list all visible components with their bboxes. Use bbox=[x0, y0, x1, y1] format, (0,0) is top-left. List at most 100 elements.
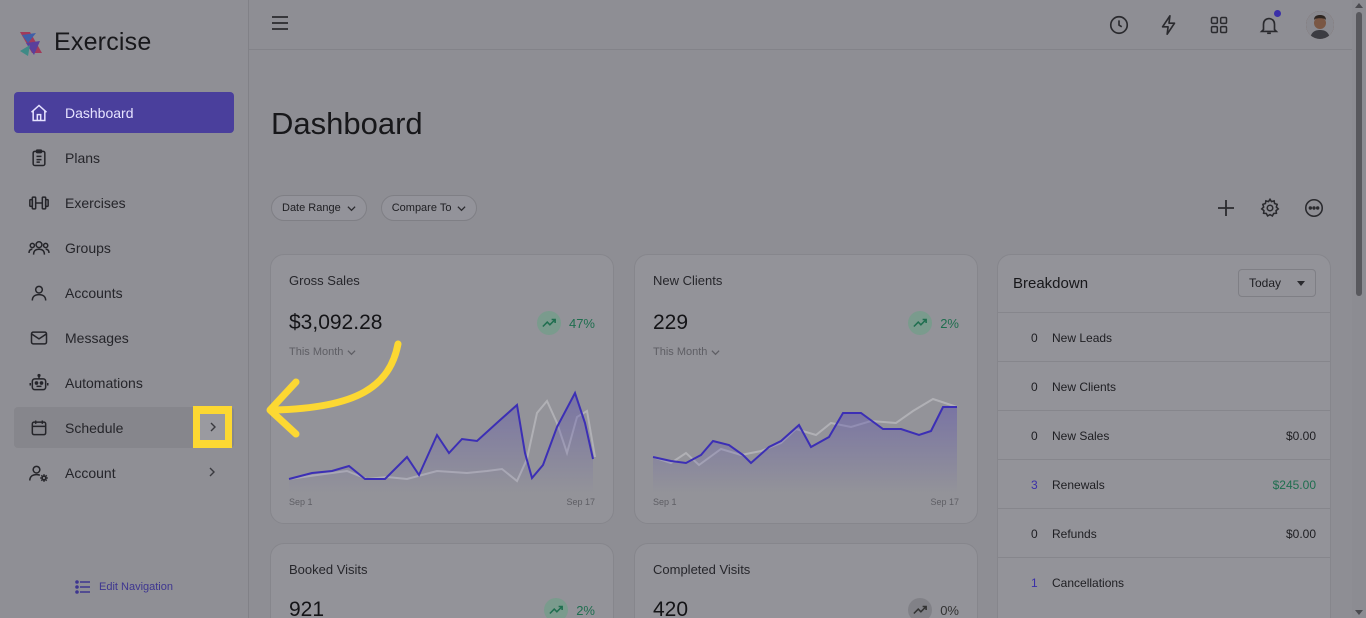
chevron-right-icon[interactable] bbox=[204, 464, 220, 480]
notifications-button[interactable] bbox=[1256, 10, 1282, 38]
sidebar-item-plans[interactable]: Plans bbox=[14, 137, 234, 178]
sidebar-item-groups[interactable]: Groups bbox=[14, 227, 234, 268]
sidebar-item-accounts[interactable]: Accounts bbox=[14, 272, 234, 313]
user-icon bbox=[28, 282, 50, 304]
breakdown-count: 0 bbox=[1031, 331, 1038, 345]
breakdown-row-refunds[interactable]: 0 Refunds $0.00 bbox=[998, 508, 1330, 557]
breakdown-row-cancellations[interactable]: 1 Cancellations bbox=[998, 557, 1330, 606]
gross-sales-card[interactable]: Gross Sales $3,092.28 47% This Month Sep… bbox=[270, 254, 614, 524]
sidebar-item-exercises[interactable]: Exercises bbox=[14, 182, 234, 223]
period-select[interactable]: This Month bbox=[289, 346, 356, 358]
bell-icon bbox=[1259, 17, 1279, 35]
breakdown-period-value: Today bbox=[1249, 276, 1282, 290]
sidebar-item-label: Schedule bbox=[65, 419, 124, 436]
clipboard-icon bbox=[28, 147, 50, 169]
compare-to-filter[interactable]: Compare To bbox=[380, 195, 478, 221]
breakdown-label: Refunds bbox=[1052, 527, 1097, 541]
trend-up-icon bbox=[908, 598, 933, 618]
trend-up-icon bbox=[536, 311, 561, 335]
user-gear-icon bbox=[28, 462, 50, 484]
sidebar-item-label: Automations bbox=[65, 374, 143, 391]
breakdown-amount: $245.00 bbox=[1272, 478, 1316, 492]
breakdown-count: 0 bbox=[1031, 380, 1038, 394]
scroll-up-icon[interactable] bbox=[1355, 3, 1363, 8]
card-title: Completed Visits bbox=[653, 562, 751, 577]
trend-indicator: 0% bbox=[908, 598, 959, 618]
filter-label: Date Range bbox=[282, 202, 341, 214]
card-title: Gross Sales bbox=[289, 273, 360, 288]
mail-icon bbox=[28, 327, 50, 349]
series-line bbox=[652, 406, 957, 465]
period-select[interactable]: This Month bbox=[653, 346, 720, 358]
completed-visits-card[interactable]: Completed Visits 420 0% bbox=[634, 543, 978, 618]
trend-indicator: 47% bbox=[536, 311, 595, 335]
trend-value: 47% bbox=[568, 315, 595, 331]
scroll-thumb[interactable] bbox=[1356, 12, 1362, 296]
brand-name: Exercise bbox=[54, 28, 152, 56]
dumbbell-icon bbox=[28, 192, 50, 214]
axis-end-label: Sep 17 bbox=[566, 497, 595, 507]
breakdown-row-new-leads[interactable]: 0 New Leads bbox=[998, 312, 1330, 361]
breakdown-title: Breakdown bbox=[1013, 275, 1089, 292]
plus-icon bbox=[1218, 200, 1234, 216]
period-label: This Month bbox=[653, 346, 708, 358]
lightning-icon bbox=[1161, 15, 1176, 35]
avatar[interactable] bbox=[1306, 11, 1334, 39]
area-fill bbox=[653, 407, 957, 493]
trend-value: 2% bbox=[940, 315, 959, 331]
breakdown-period-select[interactable]: Today bbox=[1238, 269, 1316, 297]
chevron-right-icon bbox=[210, 422, 216, 432]
trend-value: 2% bbox=[576, 602, 595, 618]
brand[interactable]: Exercise bbox=[18, 28, 151, 57]
sidebar-item-account[interactable]: Account bbox=[14, 452, 234, 493]
scroll-down-icon[interactable] bbox=[1355, 610, 1363, 615]
menu-toggle-button[interactable] bbox=[271, 15, 291, 35]
apps-button[interactable] bbox=[1206, 12, 1232, 38]
edit-navigation-link[interactable]: Edit Navigation bbox=[75, 580, 173, 594]
dashboard-settings-button[interactable] bbox=[1258, 196, 1282, 220]
breakdown-count: 1 bbox=[1031, 576, 1038, 590]
history-button[interactable] bbox=[1106, 12, 1132, 38]
users-icon bbox=[28, 237, 50, 259]
more-options-button[interactable] bbox=[1302, 196, 1326, 220]
booked-visits-card[interactable]: Booked Visits 921 2% bbox=[270, 543, 614, 618]
sidebar-item-dashboard[interactable]: Dashboard bbox=[14, 92, 234, 133]
breakdown-row-new-clients[interactable]: 0 New Clients bbox=[998, 361, 1330, 410]
new-clients-sparkline bbox=[652, 397, 958, 493]
quick-actions-button[interactable] bbox=[1156, 12, 1182, 38]
filter-bar: Date Range Compare To bbox=[271, 195, 478, 221]
sidebar-item-messages[interactable]: Messages bbox=[14, 317, 234, 358]
date-range-filter[interactable]: Date Range bbox=[271, 195, 367, 221]
sidebar-item-label: Groups bbox=[65, 239, 111, 256]
breakdown-count: 0 bbox=[1031, 527, 1038, 541]
card-title: Booked Visits bbox=[289, 562, 368, 577]
more-icon bbox=[1304, 198, 1324, 218]
calendar-icon bbox=[28, 417, 50, 439]
sidebar-item-label: Messages bbox=[65, 329, 129, 346]
new-clients-card[interactable]: New Clients 229 2% This Month Sep 1 Sep … bbox=[634, 254, 978, 524]
trend-up-icon bbox=[544, 598, 569, 618]
schedule-expand-button[interactable] bbox=[200, 414, 225, 440]
page-scrollbar[interactable] bbox=[1352, 0, 1366, 618]
gross-sales-sparkline bbox=[288, 390, 596, 493]
trend-value: 0% bbox=[940, 602, 959, 618]
add-widget-button[interactable] bbox=[1214, 196, 1238, 220]
schedule-expand-highlight[interactable] bbox=[193, 406, 232, 448]
card-value: 229 bbox=[653, 311, 689, 334]
grid-icon bbox=[1210, 16, 1228, 34]
chevron-down-icon bbox=[347, 205, 356, 211]
edit-navigation-label: Edit Navigation bbox=[99, 581, 173, 593]
chevron-down-icon bbox=[347, 349, 356, 355]
breakdown-list: 0 New Leads 0 New Clients 0 New Sales $0… bbox=[998, 312, 1330, 606]
tutorial-arrow-icon bbox=[266, 340, 402, 438]
sidebar-item-automations[interactable]: Automations bbox=[14, 362, 234, 403]
sidebar-item-label: Exercises bbox=[65, 194, 126, 211]
breakdown-label: New Clients bbox=[1052, 380, 1117, 394]
card-value: $3,092.28 bbox=[289, 311, 383, 334]
sidebar: Exercise Dashboard Plans Exercises Group… bbox=[0, 0, 249, 618]
sidebar-item-label: Dashboard bbox=[65, 104, 134, 121]
breakdown-row-new-sales[interactable]: 0 New Sales $0.00 bbox=[998, 410, 1330, 459]
breakdown-row-renewals[interactable]: 3 Renewals $245.00 bbox=[998, 459, 1330, 508]
area-fill bbox=[289, 393, 593, 493]
chevron-down-icon bbox=[457, 205, 466, 211]
